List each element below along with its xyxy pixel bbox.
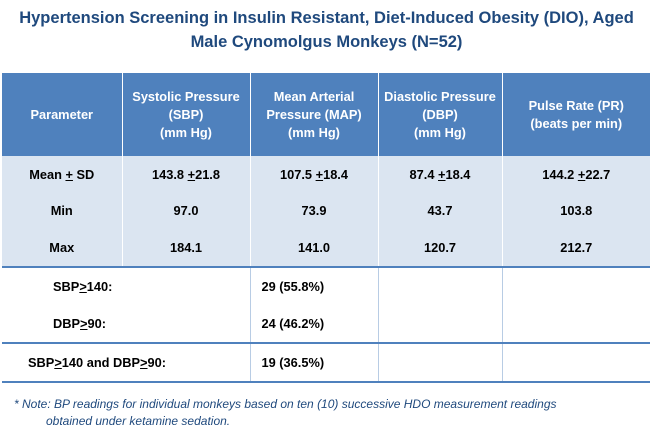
cell-max-sbp: 184.1 — [121, 229, 250, 267]
row-label-min: Min — [2, 192, 122, 229]
cell-min-map: 73.9 — [249, 192, 378, 229]
empty-cell — [377, 305, 502, 343]
empty-cell — [377, 266, 502, 305]
cell-sbp-count: 29 (55.8%) — [249, 266, 378, 305]
cell-max-dbp: 120.7 — [377, 229, 502, 267]
header-parameter: Parameter — [2, 73, 122, 156]
header-row: Parameter Systolic Pressure (SBP) (mm Hg… — [2, 73, 650, 156]
cell-max-map: 141.0 — [249, 229, 378, 267]
cell-dbp-count: 24 (46.2%) — [249, 305, 378, 343]
cell-both-count: 19 (36.5%) — [249, 342, 378, 383]
header-map: Mean Arterial Pressure (MAP) (mm Hg) — [249, 73, 378, 156]
row-label-max: Max — [2, 229, 122, 267]
cell-mean-sbp: 143.8 +21.8 — [121, 156, 250, 192]
table-row-sbp-count: SBP>140: 29 (55.8%) — [2, 266, 650, 305]
footnote: * Note: BP readings for individual monke… — [14, 396, 634, 430]
cell-min-sbp: 97.0 — [121, 192, 250, 229]
header-dbp: Diastolic Pressure (DBP) (mm Hg) — [377, 73, 502, 156]
table-row-both-count: SBP>140 and DBP>90: 19 (36.5%) — [2, 342, 650, 383]
cell-mean-pr: 144.2 +22.7 — [501, 156, 650, 192]
header-sbp: Systolic Pressure (SBP) (mm Hg) — [121, 73, 250, 156]
table-row-dbp-count: DBP>90: 24 (46.2%) — [2, 305, 650, 343]
table-row-mean-sd: Mean + SD 143.8 +21.8 107.5 +18.4 87.4 +… — [2, 156, 650, 192]
cell-max-pr: 212.7 — [501, 229, 650, 267]
header-pr: Pulse Rate (PR) (beats per min) — [501, 73, 650, 156]
cell-min-pr: 103.8 — [501, 192, 650, 229]
empty-cell — [501, 342, 650, 383]
empty-cell — [501, 266, 650, 305]
table-row-min: Min 97.0 73.9 43.7 103.8 — [2, 192, 650, 229]
page-title: Hypertension Screening in Insulin Resist… — [0, 6, 653, 54]
title-line-1: Hypertension Screening in Insulin Resist… — [19, 9, 634, 27]
row-label-sbp-count: SBP>140: — [2, 266, 250, 305]
row-label-both-count: SBP>140 and DBP>90: — [2, 342, 250, 383]
row-label-mean-sd: Mean + SD — [2, 156, 122, 192]
cell-min-dbp: 43.7 — [377, 192, 502, 229]
row-label-dbp-count: DBP>90: — [2, 305, 250, 343]
cell-mean-dbp: 87.4 +18.4 — [377, 156, 502, 192]
cell-mean-map: 107.5 +18.4 — [249, 156, 378, 192]
title-line-2: Male Cynomolgus Monkeys (N=52) — [190, 33, 463, 51]
empty-cell — [501, 305, 650, 343]
screening-table: Parameter Systolic Pressure (SBP) (mm Hg… — [2, 73, 650, 383]
table-row-max: Max 184.1 141.0 120.7 212.7 — [2, 229, 650, 267]
footnote-line-2: obtained under ketamine sedation. — [46, 414, 231, 428]
empty-cell — [377, 342, 502, 383]
footnote-line-1: * Note: BP readings for individual monke… — [14, 397, 557, 411]
